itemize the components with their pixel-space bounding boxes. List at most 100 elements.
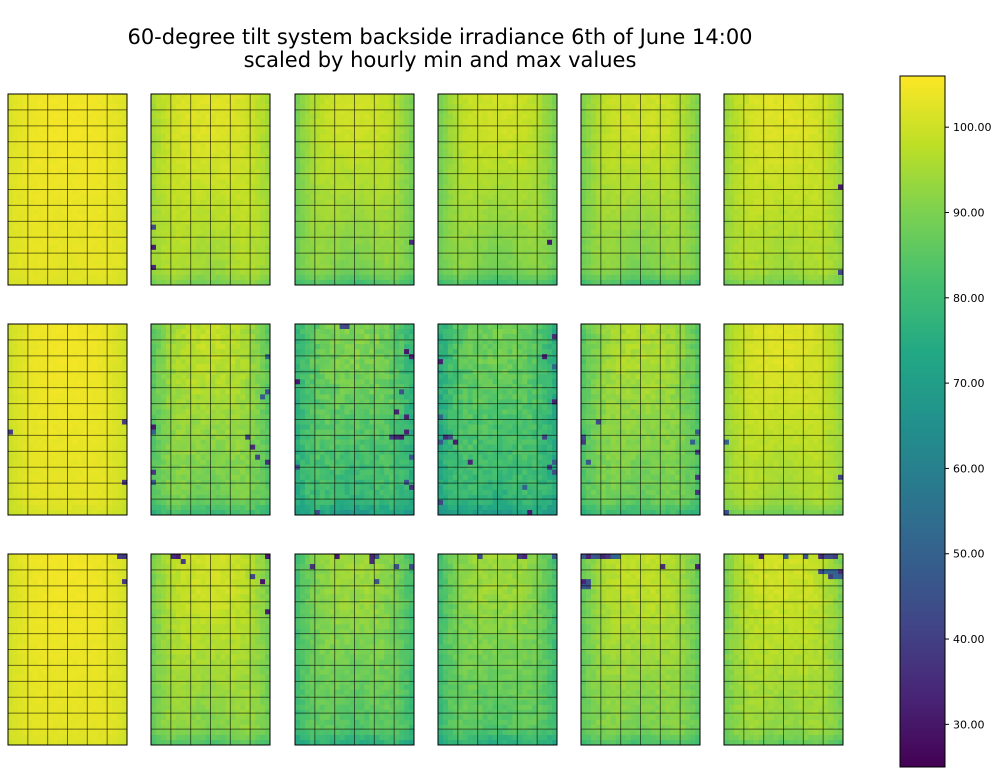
heatmap-cell [517,214,523,221]
heatmap-cell [675,259,681,266]
heatmap-cell [595,124,602,130]
heatmap-cell [151,279,157,286]
heatmap-cell [12,269,19,276]
heatmap-cell [190,94,196,100]
heatmap-cell [527,144,533,150]
heatmap-cell [170,99,177,105]
heatmap-cell [107,254,113,261]
heatmap-cell [57,174,63,180]
heatmap-cell [195,224,201,231]
heatmap-cell [122,174,128,180]
chart-title-line-2: scaled by hourly min and max values [243,48,637,72]
heatmap-cell [517,249,523,256]
heatmap-cell [818,109,824,115]
heatmap-cell [724,99,730,105]
heatmap-cell [743,94,750,100]
heatmap-cell [369,219,375,226]
heatmap-cell [190,199,196,205]
heatmap-cell [690,239,696,246]
heatmap-cell [537,104,543,110]
heatmap-cell [37,239,44,246]
heatmap-cell [595,199,602,205]
heatmap-cell [655,194,661,200]
heatmap-cell [319,204,326,210]
heatmap-cell [32,119,39,125]
heatmap-cell [155,264,162,271]
heatmap-cell [610,184,617,190]
heatmap-cell [175,269,182,276]
heatmap-cell [625,154,631,160]
heatmap-cell [605,239,612,246]
heatmap-cell [215,104,221,110]
heatmap-cell [309,274,316,281]
heatmap-cell [235,199,241,205]
heatmap-cell [472,219,479,226]
heatmap-cell [17,204,24,210]
heatmap-cell [369,124,375,130]
heatmap-cell [409,179,415,185]
heatmap-cell [210,144,216,150]
heatmap-cell [399,134,405,140]
heatmap-cell [364,164,370,170]
heatmap-cell [379,259,385,266]
heatmap-cell [27,144,34,150]
heatmap-cell [32,94,39,100]
heatmap-cell [472,154,479,160]
heatmap-cell [605,149,612,155]
heatmap-cell [92,199,98,205]
heatmap-cell [447,259,454,266]
heatmap-cell [768,129,774,135]
heatmap-cell [625,249,631,256]
heatmap-cell [175,94,182,100]
heatmap-cell [165,149,172,155]
heatmap-cell [314,209,321,215]
heatmap-cell [600,214,607,221]
heatmap-cell [680,189,686,195]
heatmap-cell [67,179,73,185]
heatmap-cell [180,169,187,175]
heatmap-cell [379,104,385,110]
heatmap-cell [808,99,814,105]
heatmap-cell [344,269,350,276]
heatmap-cell [823,144,829,150]
heatmap-cell [8,164,14,170]
heatmap-cell [783,104,789,110]
heatmap-cell [477,159,483,165]
heatmap-cell [733,159,740,165]
heatmap-cell [462,264,469,271]
heatmap-cell [77,99,83,105]
heatmap-cell [170,114,177,120]
heatmap-cell [655,269,661,276]
heatmap-cell [665,179,671,185]
heatmap-cell [635,124,641,130]
heatmap-cell [645,204,651,210]
heatmap-cell [165,104,172,110]
heatmap-cell [170,149,177,155]
heatmap-cell [590,104,597,110]
heatmap-cell [52,219,58,226]
heatmap-cell [102,119,108,125]
heatmap-cell [255,239,261,246]
heatmap-cell [457,119,464,125]
heatmap-cell [195,274,201,281]
heatmap-cell [117,189,123,195]
heatmap-cell [175,159,182,165]
heatmap-cell [170,219,177,226]
heatmap-cell [542,189,548,195]
heatmap-cell [492,189,498,195]
heatmap-cell [394,114,400,120]
heatmap-cell [600,159,607,165]
heatmap-cell [635,259,641,266]
heatmap-cell [547,244,553,251]
heatmap-cell [349,219,355,226]
heatmap-cell [334,169,340,175]
heatmap-cell [12,159,19,165]
heatmap-cell [27,129,34,135]
heatmap-cell [788,129,794,135]
heatmap-cell [467,99,474,105]
heatmap-cell [324,154,331,160]
heatmap-cell [165,204,172,210]
heatmap-cell [107,109,113,115]
heatmap-cell [610,174,617,180]
heatmap-cell [600,109,607,115]
